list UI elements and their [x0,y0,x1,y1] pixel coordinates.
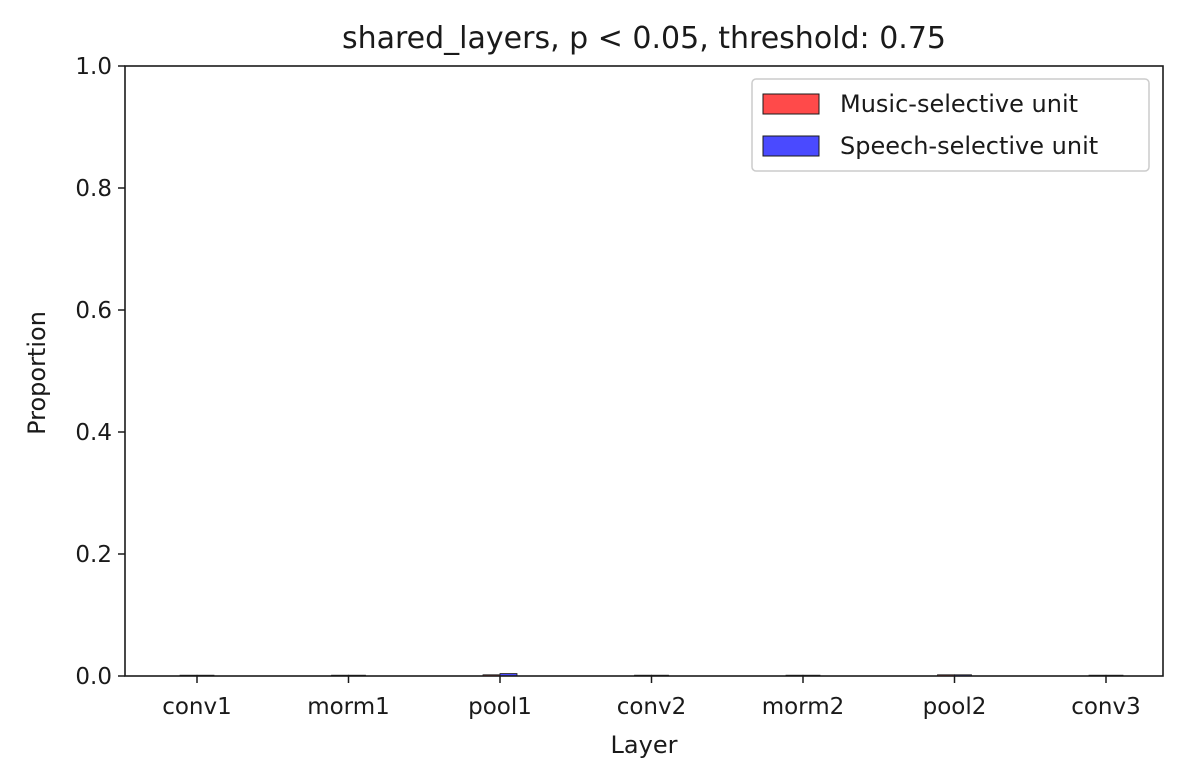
x-tick-label: morm2 [762,694,845,720]
y-tick-label: 0.6 [75,298,112,324]
y-tick-label: 0.0 [75,664,112,690]
legend: Music-selective unit Speech-selective un… [751,78,1150,172]
legend-label-music: Music-selective unit [840,90,1078,118]
chart-title: shared_layers, p < 0.05, threshold: 0.75 [342,21,946,56]
x-tick-label: conv3 [1071,694,1141,720]
x-tick-label: conv1 [162,694,232,720]
y-tick-label: 1.0 [75,54,112,80]
x-tick-label: pool2 [923,694,987,720]
x-axis-label: Layer [611,731,678,759]
plot-frame [124,65,1164,677]
x-tick-label: pool1 [468,694,532,720]
y-tick-label: 0.4 [75,420,112,446]
y-tick-label: 0.8 [75,176,112,202]
legend-swatch-speech [762,135,820,157]
x-tick-label: conv2 [617,694,687,720]
legend-swatch-music [762,93,820,115]
legend-label-speech: Speech-selective unit [840,132,1098,160]
legend-box [751,78,1150,172]
x-tick-label: morm1 [307,694,390,720]
y-tick-label: 0.2 [75,542,112,568]
y-axis-label: Proportion [23,311,51,435]
axes-layer: 0.0 0.2 0.4 0.6 0.8 1.0 conv1 morm1 pool1 conv2 mo… [75,54,1140,720]
